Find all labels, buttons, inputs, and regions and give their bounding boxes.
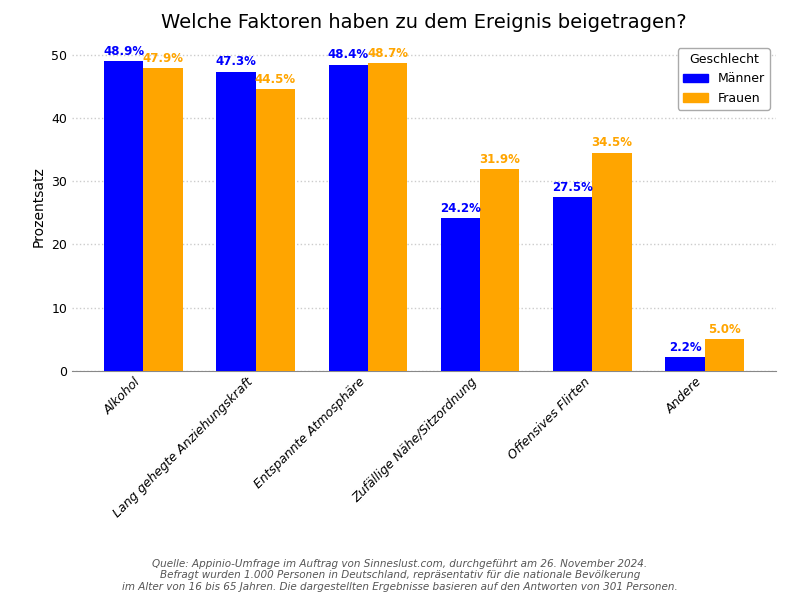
Text: 24.2%: 24.2%	[440, 202, 481, 215]
Bar	[441, 218, 480, 371]
Title: Welche Faktoren haben zu dem Ereignis beigetragen?: Welche Faktoren haben zu dem Ereignis be…	[161, 13, 687, 32]
Text: 48.7%: 48.7%	[367, 47, 408, 60]
Text: 48.9%: 48.9%	[103, 45, 144, 59]
Y-axis label: Prozentsatz: Prozentsatz	[31, 166, 46, 247]
Bar	[666, 357, 705, 371]
Text: 2.2%: 2.2%	[669, 341, 702, 353]
Bar	[705, 339, 744, 371]
Bar	[368, 63, 407, 371]
Text: 34.5%: 34.5%	[591, 136, 633, 150]
Bar	[143, 68, 182, 371]
Bar	[255, 89, 295, 371]
Text: 47.9%: 47.9%	[142, 51, 183, 65]
Text: Quelle: Appinio-Umfrage im Auftrag von Sinneslust.com, durchgeführt am 26. Novem: Quelle: Appinio-Umfrage im Auftrag von S…	[122, 559, 678, 592]
Bar	[216, 72, 255, 371]
Text: 47.3%: 47.3%	[215, 56, 256, 68]
Bar	[329, 65, 368, 371]
Bar	[104, 62, 143, 371]
Text: 31.9%: 31.9%	[479, 153, 520, 166]
Text: 5.0%: 5.0%	[708, 323, 741, 336]
Bar	[553, 197, 593, 371]
Legend: Männer, Frauen: Männer, Frauen	[678, 48, 770, 109]
Text: 44.5%: 44.5%	[254, 73, 296, 86]
Text: 48.4%: 48.4%	[328, 48, 369, 62]
Bar	[593, 152, 632, 371]
Text: 27.5%: 27.5%	[552, 181, 594, 194]
Bar	[480, 169, 519, 371]
